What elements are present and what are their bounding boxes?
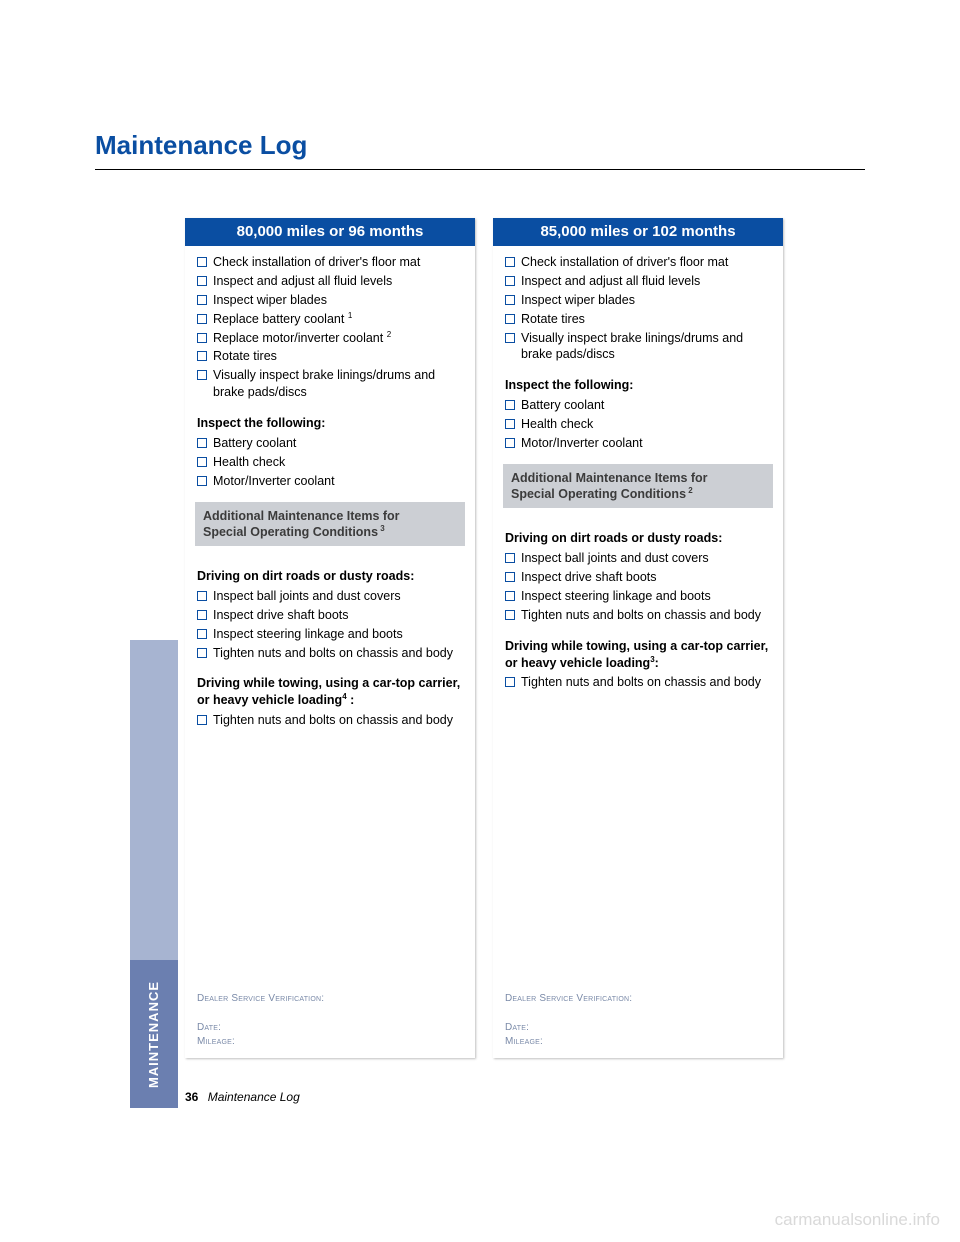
dirt-list: Inspect ball joints and dust covers Insp… <box>505 550 771 626</box>
list-item: Tighten nuts and bolts on chassis and bo… <box>197 712 463 729</box>
list-item: Check installation of driver's floor mat <box>505 254 771 271</box>
columns: 80,000 miles or 96 months Check installa… <box>185 218 865 1058</box>
footer-label: Maintenance Log <box>208 1090 300 1104</box>
dealer-verify: Dealer Service Verification: <box>505 992 771 1006</box>
list-item: Inspect ball joints and dust covers <box>197 588 463 605</box>
dirt-heading: Driving on dirt roads or dusty roads: <box>505 530 771 547</box>
list-item: Inspect ball joints and dust covers <box>505 550 771 567</box>
card-body: Check installation of driver's floor mat… <box>185 246 475 1058</box>
dealer-block: Dealer Service Verification: Date: Milea… <box>197 982 463 1049</box>
dirt-heading: Driving on dirt roads or dusty roads: <box>197 568 463 585</box>
main-list: Check installation of driver's floor mat… <box>505 254 771 365</box>
card-85k: 85,000 miles or 102 months Check install… <box>493 218 783 1058</box>
list-item: Check installation of driver's floor mat <box>197 254 463 271</box>
side-tab-label-box: MAINTENANCE <box>130 960 178 1108</box>
page-title: Maintenance Log <box>95 130 865 161</box>
towing-heading: Driving while towing, using a car-top ca… <box>197 675 463 709</box>
additional-items-box: Additional Maintenance Items for Special… <box>195 502 465 547</box>
card-header: 85,000 miles or 102 months <box>493 218 783 246</box>
main-list: Check installation of driver's floor mat… <box>197 254 463 403</box>
list-item: Tighten nuts and bolts on chassis and bo… <box>505 607 771 624</box>
inspect-heading: Inspect the following: <box>197 415 463 432</box>
list-item: Rotate tires <box>505 311 771 328</box>
side-tab-upper <box>130 640 178 960</box>
dealer-mileage: Mileage: <box>197 1035 463 1049</box>
dirt-list: Inspect ball joints and dust covers Insp… <box>197 588 463 664</box>
list-item: Inspect wiper blades <box>197 292 463 309</box>
side-tab: MAINTENANCE <box>130 640 178 1108</box>
list-item: Inspect and adjust all fluid levels <box>197 273 463 290</box>
title-rule <box>95 169 865 170</box>
inspect-heading: Inspect the following: <box>505 377 771 394</box>
list-item: Inspect and adjust all fluid levels <box>505 273 771 290</box>
card-80k: 80,000 miles or 96 months Check installa… <box>185 218 475 1058</box>
dealer-verify: Dealer Service Verification: <box>197 992 463 1006</box>
list-item: Battery coolant <box>197 435 463 452</box>
towing-heading: Driving while towing, using a car-top ca… <box>505 638 771 672</box>
dealer-mileage: Mileage: <box>505 1035 771 1049</box>
list-item: Health check <box>505 416 771 433</box>
list-item: Battery coolant <box>505 397 771 414</box>
list-item: Visually inspect brake linings/drums and… <box>197 367 463 401</box>
list-item: Replace motor/inverter coolant 2 <box>197 330 463 347</box>
list-item: Visually inspect brake linings/drums and… <box>505 330 771 364</box>
list-item: Rotate tires <box>197 348 463 365</box>
inspect-list: Battery coolant Health check Motor/Inver… <box>505 397 771 454</box>
towing-list: Tighten nuts and bolts on chassis and bo… <box>505 674 771 693</box>
list-item: Replace battery coolant 1 <box>197 311 463 328</box>
dealer-date: Date: <box>505 1021 771 1035</box>
list-item: Motor/Inverter coolant <box>197 473 463 490</box>
towing-list: Tighten nuts and bolts on chassis and bo… <box>197 712 463 731</box>
list-item: Inspect drive shaft boots <box>197 607 463 624</box>
card-header: 80,000 miles or 96 months <box>185 218 475 246</box>
dealer-date: Date: <box>197 1021 463 1035</box>
card-body: Check installation of driver's floor mat… <box>493 246 783 1058</box>
list-item: Inspect steering linkage and boots <box>197 626 463 643</box>
list-item: Motor/Inverter coolant <box>505 435 771 452</box>
inspect-list: Battery coolant Health check Motor/Inver… <box>197 435 463 492</box>
watermark: carmanualsonline.info <box>775 1210 940 1230</box>
page: MAINTENANCE Maintenance Log 80,000 miles… <box>0 0 960 1242</box>
list-item: Health check <box>197 454 463 471</box>
list-item: Tighten nuts and bolts on chassis and bo… <box>197 645 463 662</box>
list-item: Tighten nuts and bolts on chassis and bo… <box>505 674 771 691</box>
side-tab-label: MAINTENANCE <box>147 980 162 1087</box>
dealer-block: Dealer Service Verification: Date: Milea… <box>505 982 771 1049</box>
list-item: Inspect steering linkage and boots <box>505 588 771 605</box>
additional-items-box: Additional Maintenance Items for Special… <box>503 464 773 509</box>
list-item: Inspect wiper blades <box>505 292 771 309</box>
page-number: 36 <box>185 1090 198 1104</box>
list-item: Inspect drive shaft boots <box>505 569 771 586</box>
page-footer: 36 Maintenance Log <box>185 1090 300 1104</box>
